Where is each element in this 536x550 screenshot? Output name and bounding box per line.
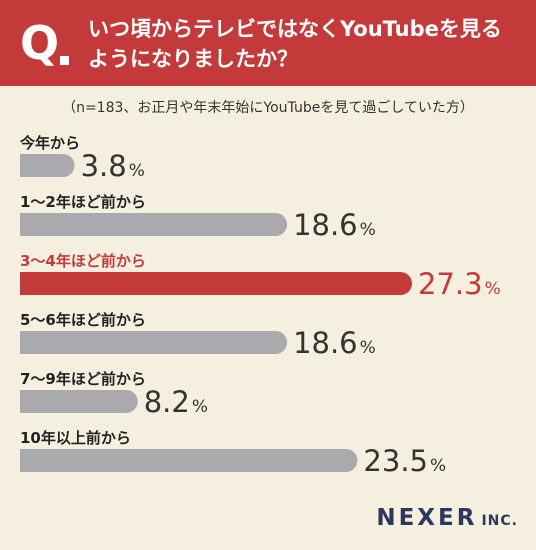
value-label: 23.5% [363,444,446,478]
value-label: 3.8% [81,149,145,183]
value-label: 27.3% [418,267,501,301]
q-dot [60,56,69,65]
bar [20,449,358,472]
question-header: Q いつ頃からテレビではなくYouTubeを見る ようになりましたか？ [0,0,536,86]
value-label: 18.6% [293,208,376,242]
nexer-logo: NEXER INC. [376,505,518,531]
bar [20,154,75,177]
bar [20,272,412,295]
logo-main: NEXER [376,505,478,531]
category-label: 10年以上前から [20,429,131,447]
value-label: 18.6% [293,326,376,360]
category-label: 1〜2年ほど前から [20,193,146,211]
question-text: いつ頃からテレビではなくYouTubeを見る ようになりましたか？ [88,17,502,71]
q-mark: Q [20,16,60,70]
category-label: 7〜9年ほど前から [20,370,146,388]
logo-sub: INC. [481,513,518,529]
category-label: 今年から [19,134,80,152]
category-label: 5〜6年ほど前から [20,311,146,329]
bar [20,390,138,413]
sample-note: （n=183、お正月や年末年始にYouTubeを見て過ごしていた方） [62,100,474,116]
category-label: 3〜4年ほど前から [20,252,146,270]
bar [20,331,288,354]
value-label: 8.2% [144,385,208,419]
bar [20,213,288,236]
